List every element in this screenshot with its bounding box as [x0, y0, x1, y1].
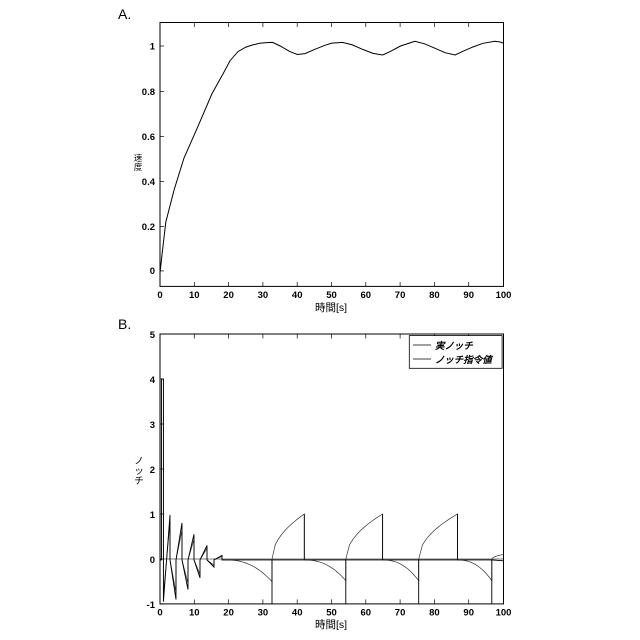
svg-text:1: 1 [150, 42, 156, 53]
svg-text:0.8: 0.8 [142, 87, 155, 98]
svg-text:-1: -1 [147, 600, 156, 611]
svg-text:2: 2 [150, 465, 155, 476]
svg-text:5: 5 [150, 330, 156, 341]
svg-text:70: 70 [395, 290, 406, 301]
svg-text:100: 100 [496, 608, 512, 619]
svg-text:1: 1 [150, 510, 156, 521]
svg-text:時間[s]: 時間[s] [315, 302, 347, 314]
svg-text:20: 20 [223, 608, 234, 619]
svg-text:0: 0 [157, 608, 162, 619]
svg-text:80: 80 [429, 608, 440, 619]
svg-text:40: 40 [292, 290, 303, 301]
svg-text:0: 0 [150, 555, 155, 566]
svg-text:ノッチ指令値: ノッチ指令値 [435, 354, 494, 366]
svg-text:0.2: 0.2 [142, 222, 155, 233]
svg-text:チ: チ [134, 476, 144, 487]
svg-text:30: 30 [258, 608, 269, 619]
svg-text:50: 50 [326, 290, 337, 301]
svg-text:0.6: 0.6 [142, 132, 155, 143]
svg-text:50: 50 [326, 608, 337, 619]
svg-text:10: 10 [189, 608, 200, 619]
svg-text:A.: A. [118, 6, 131, 22]
svg-text:20: 20 [223, 290, 234, 301]
svg-text:90: 90 [463, 608, 474, 619]
svg-text:100: 100 [496, 290, 512, 301]
svg-text:実ノッチ: 実ノッチ [435, 340, 474, 352]
svg-text:70: 70 [395, 608, 406, 619]
svg-text:3: 3 [150, 420, 155, 431]
svg-text:60: 60 [361, 608, 372, 619]
svg-text:80: 80 [429, 290, 440, 301]
svg-text:60: 60 [361, 290, 372, 301]
svg-text:30: 30 [258, 290, 269, 301]
svg-text:0.4: 0.4 [142, 177, 156, 188]
svg-text:40: 40 [292, 608, 303, 619]
svg-text:90: 90 [463, 290, 474, 301]
svg-text:0: 0 [150, 266, 155, 277]
svg-text:4: 4 [150, 375, 156, 386]
svg-text:10: 10 [189, 290, 200, 301]
svg-text:B.: B. [118, 316, 131, 332]
svg-text:度: 度 [134, 162, 143, 172]
svg-text:0: 0 [157, 290, 162, 301]
svg-text:時間[s]: 時間[s] [315, 619, 347, 631]
